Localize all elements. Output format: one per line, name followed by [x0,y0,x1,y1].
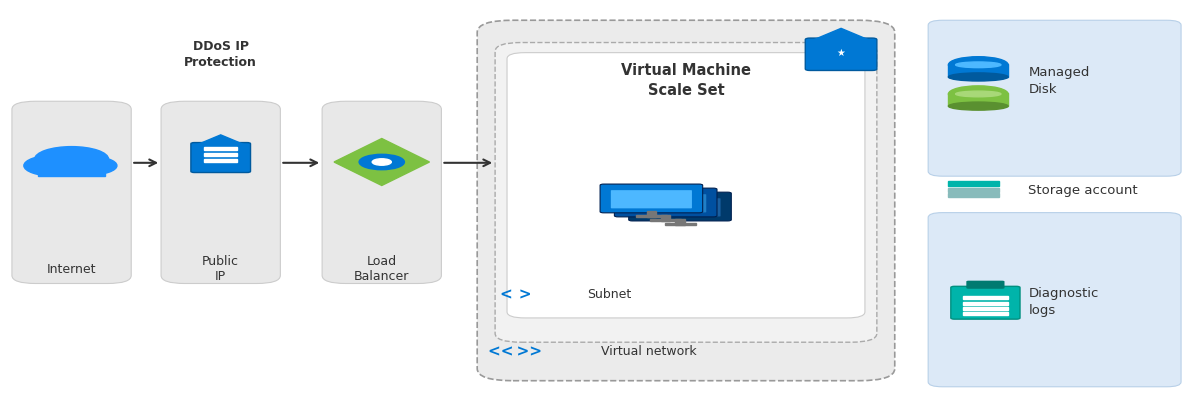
FancyBboxPatch shape [191,143,251,173]
Bar [204,147,237,150]
Text: Public
IP: Public IP [202,255,240,284]
Bar [963,307,1008,310]
Ellipse shape [948,86,1008,102]
Bar [948,64,1008,77]
Bar [204,159,237,162]
Ellipse shape [948,57,1008,73]
FancyBboxPatch shape [12,101,131,284]
Polygon shape [334,139,429,185]
FancyBboxPatch shape [600,184,703,213]
FancyBboxPatch shape [639,198,721,216]
FancyBboxPatch shape [614,188,717,217]
Bar [963,302,1008,305]
Bar [948,181,999,186]
Text: Subnet: Subnet [587,288,631,301]
Ellipse shape [948,102,1008,110]
Bar [38,168,105,176]
Bar [948,93,1008,106]
FancyBboxPatch shape [477,20,895,381]
Circle shape [24,155,86,176]
Bar [665,224,696,225]
FancyBboxPatch shape [966,281,1005,289]
FancyBboxPatch shape [629,192,731,221]
Bar [963,312,1008,315]
Circle shape [372,159,391,165]
Bar [636,215,667,217]
Polygon shape [810,28,872,41]
FancyBboxPatch shape [805,38,877,70]
Bar [948,193,999,197]
Bar [675,219,685,225]
Text: << >>: << >> [488,344,543,359]
FancyBboxPatch shape [951,286,1020,319]
Text: ★: ★ [836,48,846,58]
Circle shape [359,154,404,170]
FancyBboxPatch shape [322,101,441,284]
FancyBboxPatch shape [625,194,706,212]
FancyBboxPatch shape [507,53,865,318]
Bar [204,153,237,156]
FancyBboxPatch shape [928,20,1181,176]
Bar [650,219,681,221]
Circle shape [62,156,117,175]
FancyBboxPatch shape [161,101,280,284]
Text: DDoS IP
Protection: DDoS IP Protection [184,40,258,70]
Polygon shape [194,135,247,146]
Text: Load
Balancer: Load Balancer [354,255,409,284]
Ellipse shape [956,62,1001,68]
Bar [661,215,670,221]
Text: Storage account: Storage account [1028,184,1138,197]
Bar [963,296,1008,299]
Text: Internet: Internet [47,263,97,276]
Text: Diagnostic
logs: Diagnostic logs [1028,287,1099,317]
FancyBboxPatch shape [928,213,1181,387]
Text: Virtual Machine
Scale Set: Virtual Machine Scale Set [622,63,750,98]
Text: Managed
Disk: Managed Disk [1028,66,1089,96]
Ellipse shape [956,91,1001,97]
FancyBboxPatch shape [495,43,877,342]
FancyBboxPatch shape [611,190,692,208]
Bar [948,188,999,192]
Ellipse shape [948,73,1008,81]
Circle shape [35,147,109,172]
Text: <  >: < > [500,287,531,303]
Bar [647,211,656,217]
Text: Virtual network: Virtual network [601,345,697,358]
